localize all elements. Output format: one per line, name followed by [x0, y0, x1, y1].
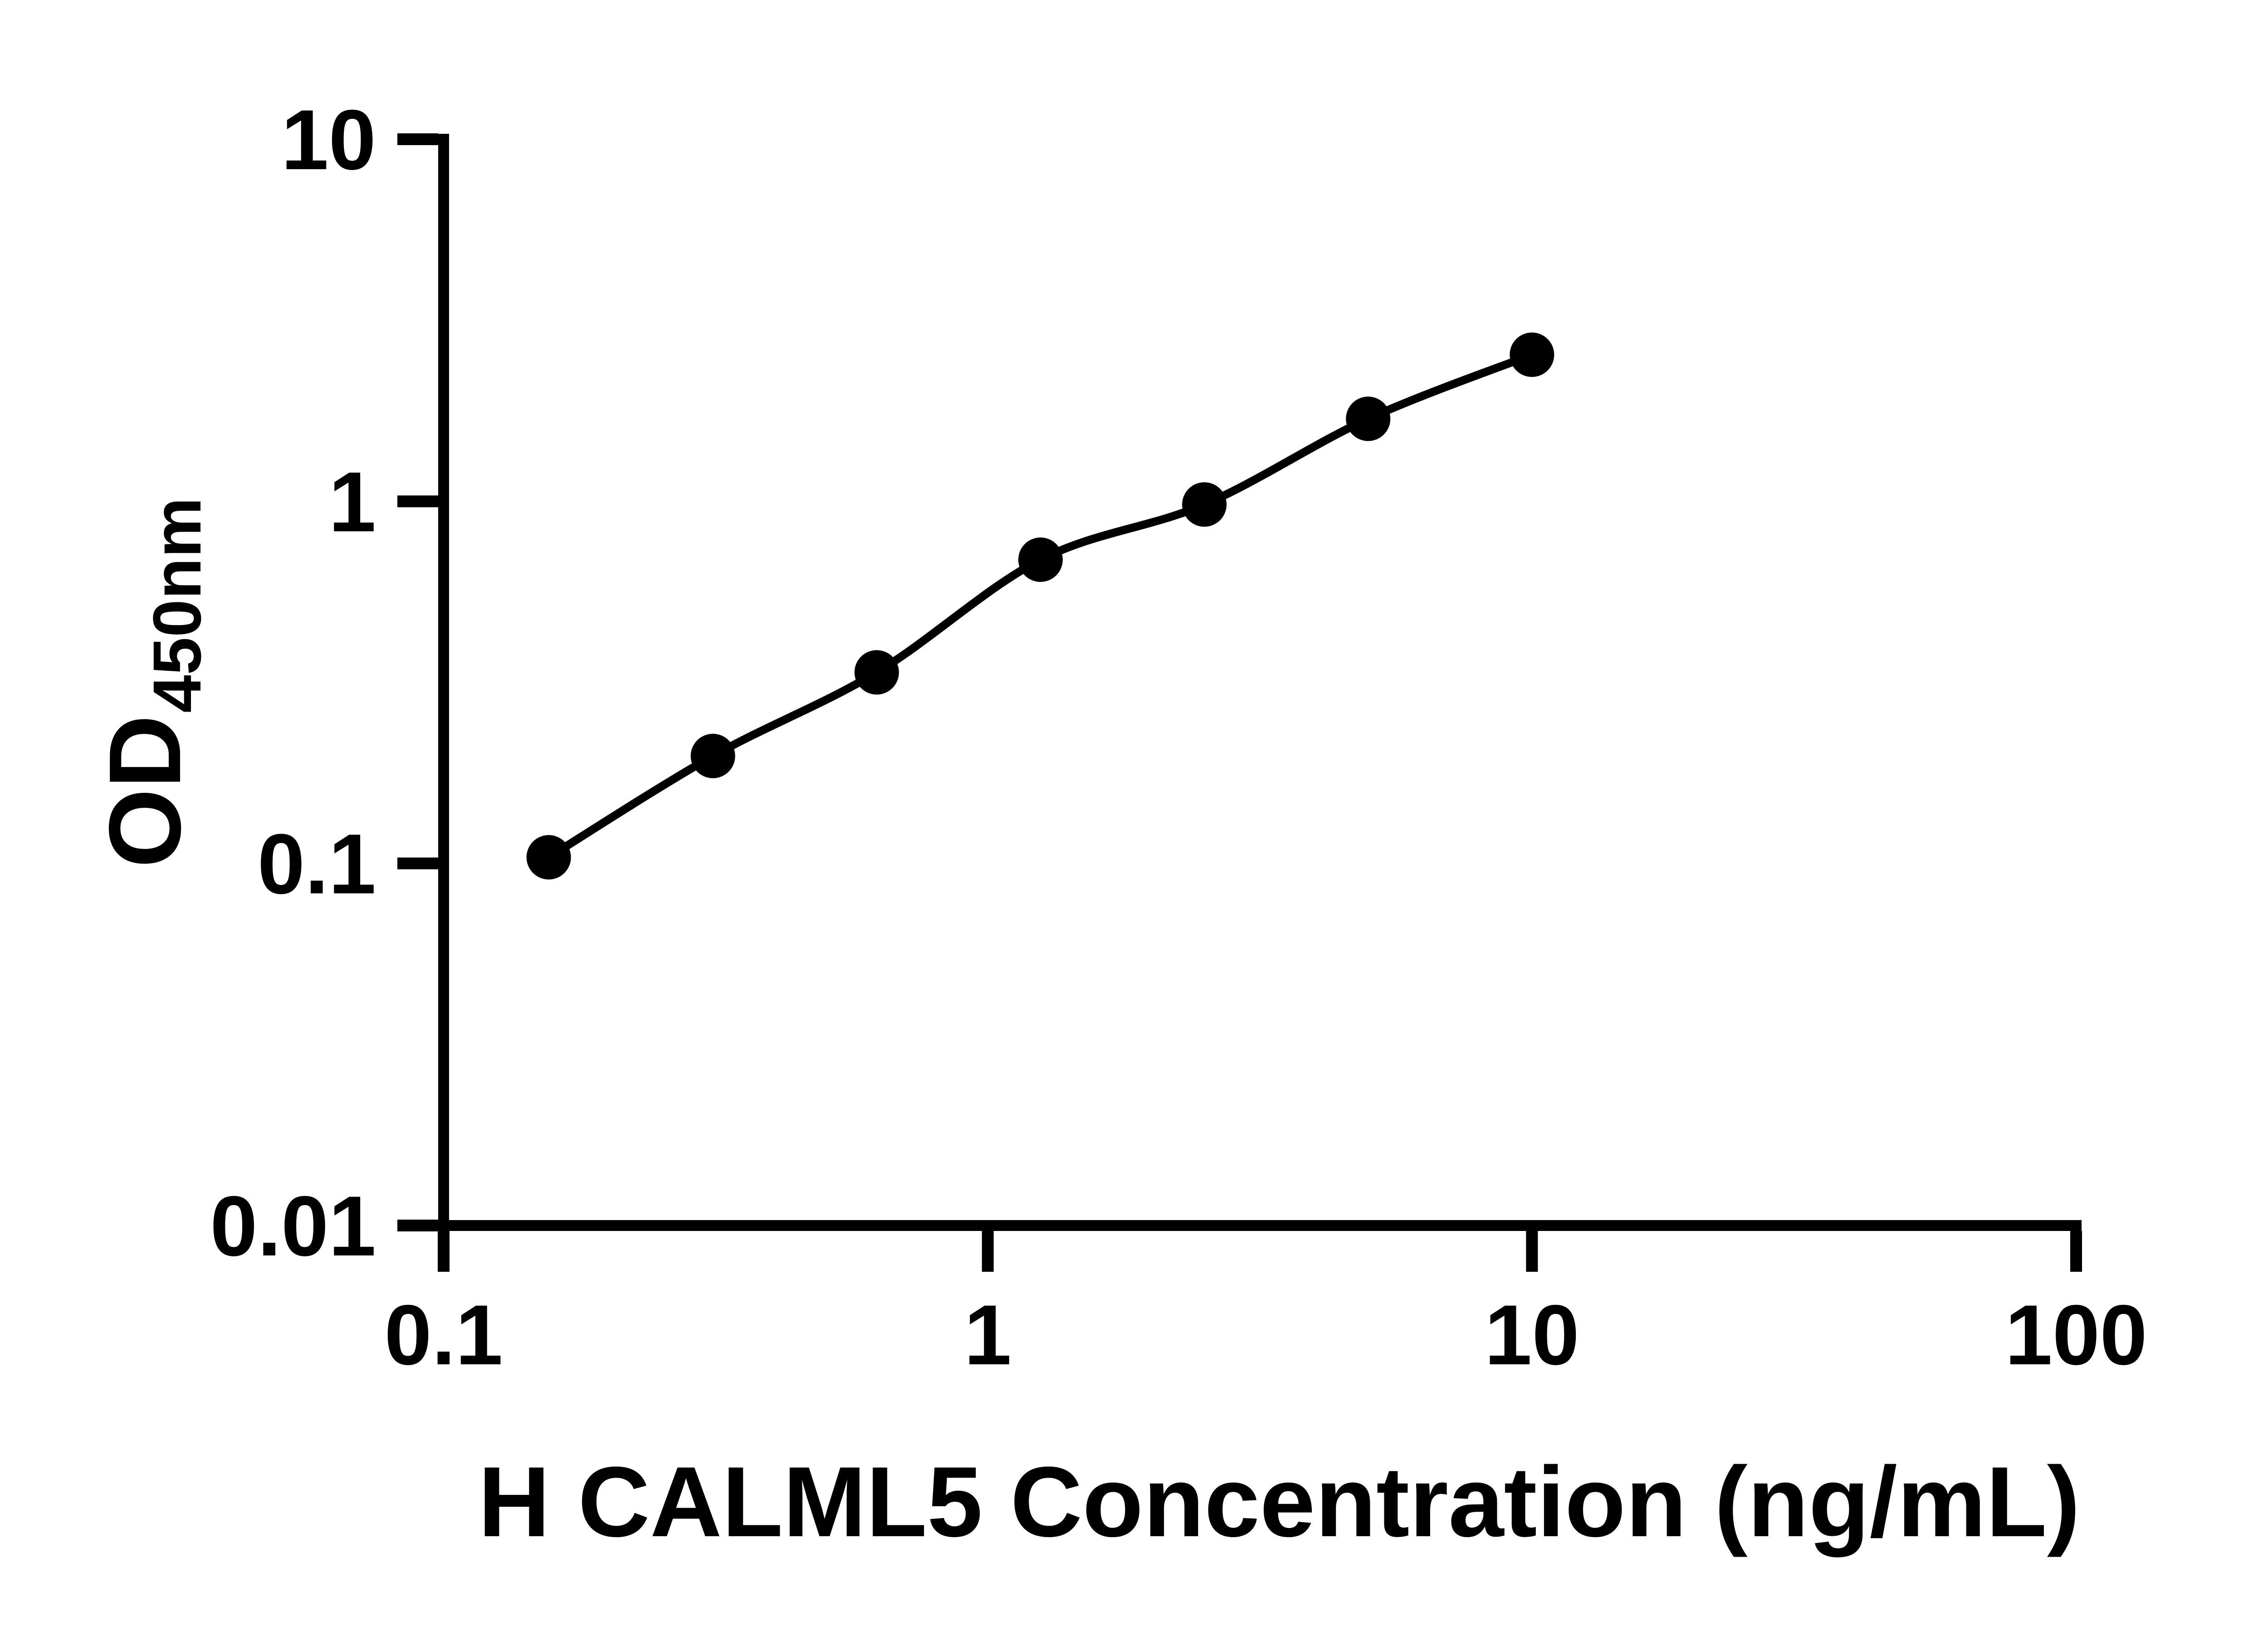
y-tick-label: 0.01: [210, 1178, 376, 1274]
data-point-marker: [1510, 332, 1554, 377]
x-tick-label: 10: [1485, 1287, 1579, 1382]
y-tick-label: 1: [328, 454, 376, 549]
data-point-marker: [526, 835, 571, 880]
marker-layer: [526, 332, 1554, 880]
x-tick-label: 1: [964, 1287, 1012, 1382]
data-point-marker: [1018, 537, 1063, 582]
data-point-marker: [690, 733, 735, 778]
y-tick-label: 10: [281, 92, 376, 187]
axes-layer: [397, 133, 2082, 1272]
y-axis-title-main: OD: [88, 715, 202, 868]
y-axis-title: OD 450nm: [88, 497, 215, 868]
data-point-marker: [1346, 396, 1391, 441]
x-tick-label: 0.1: [384, 1287, 503, 1382]
x-tick-label: 100: [2005, 1287, 2147, 1382]
y-axis-title-subscript: 450nm: [139, 497, 215, 713]
data-point-marker: [1182, 482, 1227, 527]
y-tick-label: 0.1: [258, 816, 376, 912]
data-point-marker: [854, 650, 899, 695]
x-axis-title: H CALML5 Concentration (ng/mL): [478, 1446, 2080, 1558]
